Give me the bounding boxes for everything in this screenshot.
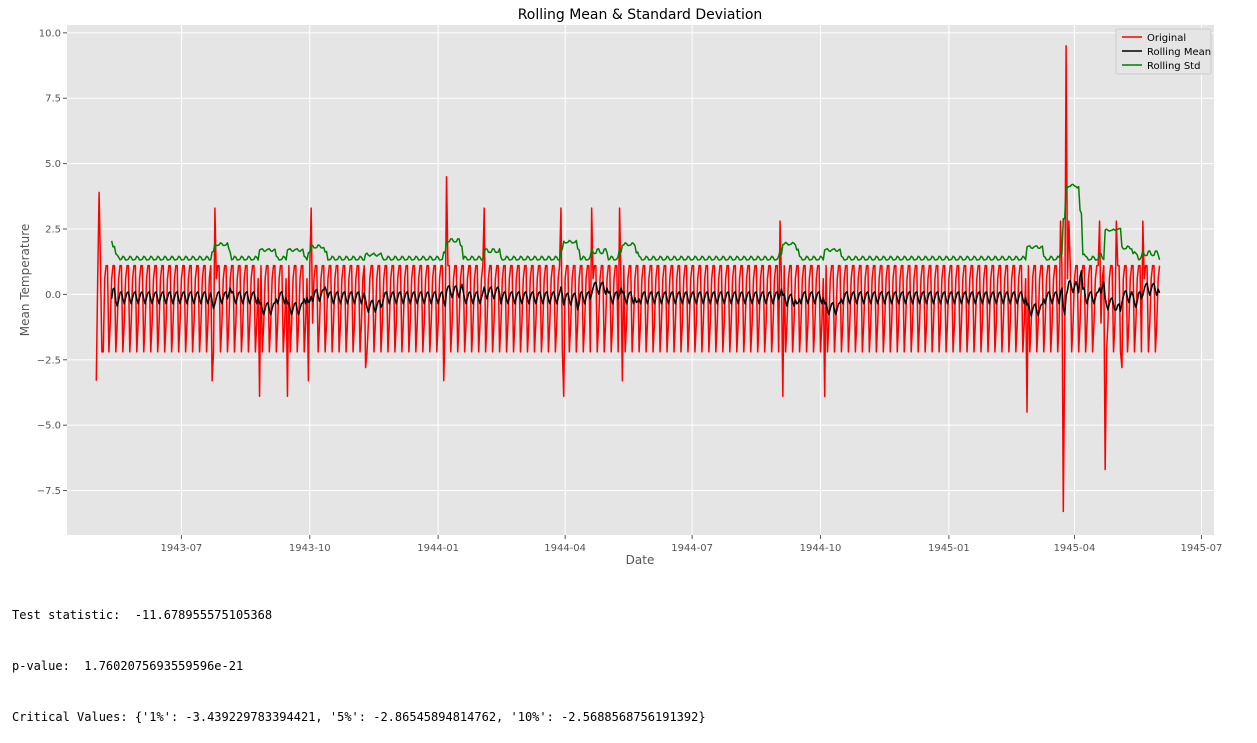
y-tick-label: 5.0 — [45, 159, 61, 170]
legend: Original Rolling Mean Rolling Std — [1115, 28, 1212, 75]
x-tick-label: 1945-01 — [928, 543, 970, 554]
x-tick-label: 1944-01 — [417, 543, 459, 554]
series-lines — [95, 45, 1161, 513]
stats-output: Test statistic: -11.678955575105368 p-va… — [12, 573, 706, 743]
x-tick-label: 1944-04 — [544, 543, 586, 554]
x-axis-label: Date — [626, 553, 655, 567]
x-axis-ticks: 1943-07 1943-10 1944-01 1944-04 1944-07 1944-… — [161, 535, 1223, 554]
x-tick-label: 1945-04 — [1054, 543, 1096, 554]
y-tick-label: 10.0 — [39, 28, 61, 39]
y-axis-ticks: −7.5 −5.0 −2.5 0.0 2.5 5.0 7.5 10.0 — [37, 28, 67, 497]
series-line-rolling-std — [110, 183, 1161, 261]
y-tick-label: 0.0 — [45, 290, 61, 301]
series-line-rolling-mean — [110, 270, 1161, 317]
chart-title: Rolling Mean & Standard Deviation — [518, 7, 763, 23]
y-tick-label: 7.5 — [45, 94, 61, 105]
y-tick-label: 2.5 — [45, 225, 61, 236]
y-axis-label: Mean Temperature — [18, 224, 32, 337]
critical-values-line: Critical Values: {'1%': -3.4392297833944… — [12, 710, 706, 724]
x-tick-label: 1943-07 — [161, 543, 203, 554]
y-tick-label: −2.5 — [37, 355, 61, 366]
test-statistic-line: Test statistic: -11.678955575105368 — [12, 608, 273, 622]
x-tick-label: 1943-10 — [289, 543, 331, 554]
legend-label-rolling-mean: Rolling Mean — [1147, 47, 1211, 58]
x-tick-label: 1945-07 — [1181, 543, 1223, 554]
legend-box — [1115, 28, 1212, 75]
x-tick-label: 1944-07 — [671, 543, 713, 554]
y-tick-label: −5.0 — [37, 421, 61, 432]
series-line-original — [95, 45, 1161, 513]
x-tick-label: 1944-10 — [800, 543, 842, 554]
y-tick-label: −7.5 — [37, 486, 61, 497]
legend-label-original: Original — [1147, 33, 1186, 44]
legend-label-rolling-std: Rolling Std — [1147, 61, 1200, 72]
chart: −7.5−5.0−2.50.02.55.07.510.0 1943-07 1943… — [18, 7, 1223, 567]
p-value-line: p-value: 1.7602075693559596e-21 — [12, 659, 244, 673]
